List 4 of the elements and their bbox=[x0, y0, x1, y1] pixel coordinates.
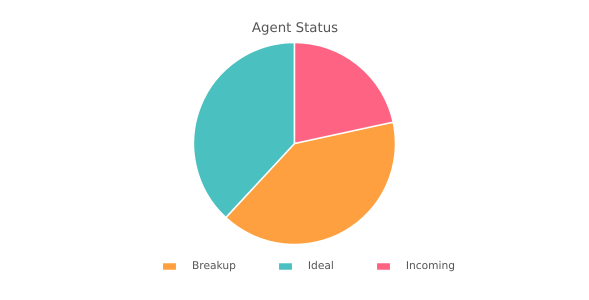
legend-label: Ideal bbox=[308, 259, 334, 272]
chart-title: Agent Status bbox=[252, 21, 338, 36]
legend-label: Incoming bbox=[406, 259, 456, 272]
legend-label: Breakup bbox=[192, 259, 236, 272]
